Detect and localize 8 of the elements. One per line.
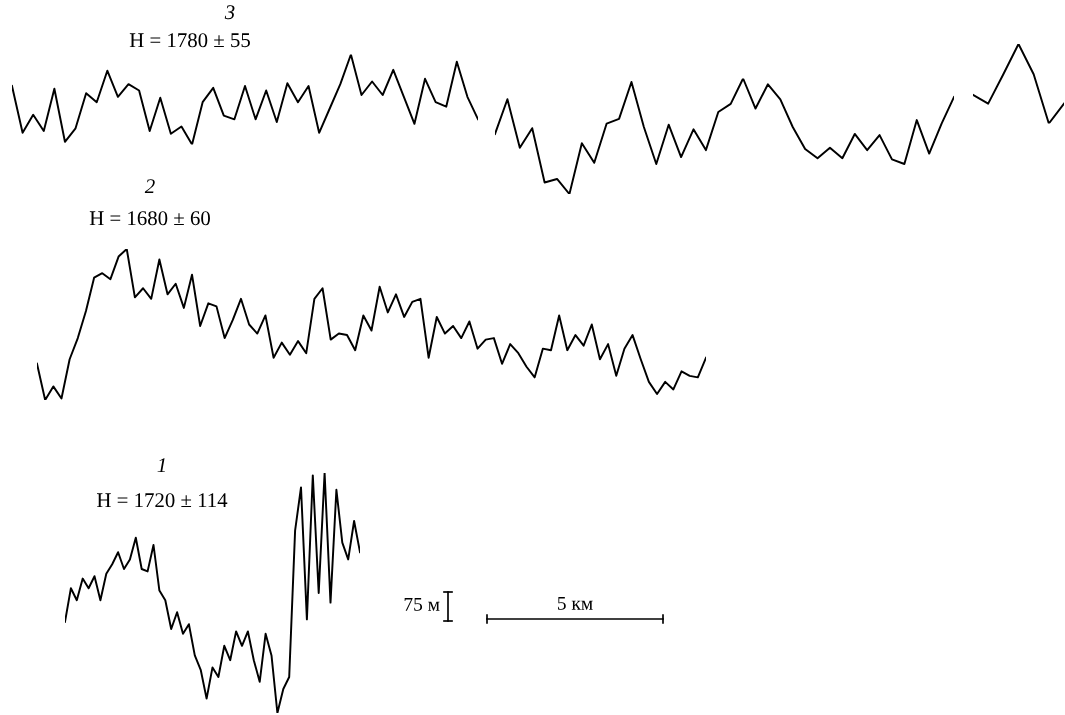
text: H = 1720 ± 114 xyxy=(97,493,228,508)
chart-subtitle: H = 1680 ± 60 xyxy=(89,211,210,226)
chart-title: 1 xyxy=(157,458,165,473)
chart-title: 3 xyxy=(224,5,235,20)
chart-title: 2 xyxy=(144,179,155,194)
text: 75 м xyxy=(404,597,440,611)
text: 5 км xyxy=(557,596,593,610)
chart-subtitle: H = 1780 ± 55 xyxy=(129,33,250,48)
